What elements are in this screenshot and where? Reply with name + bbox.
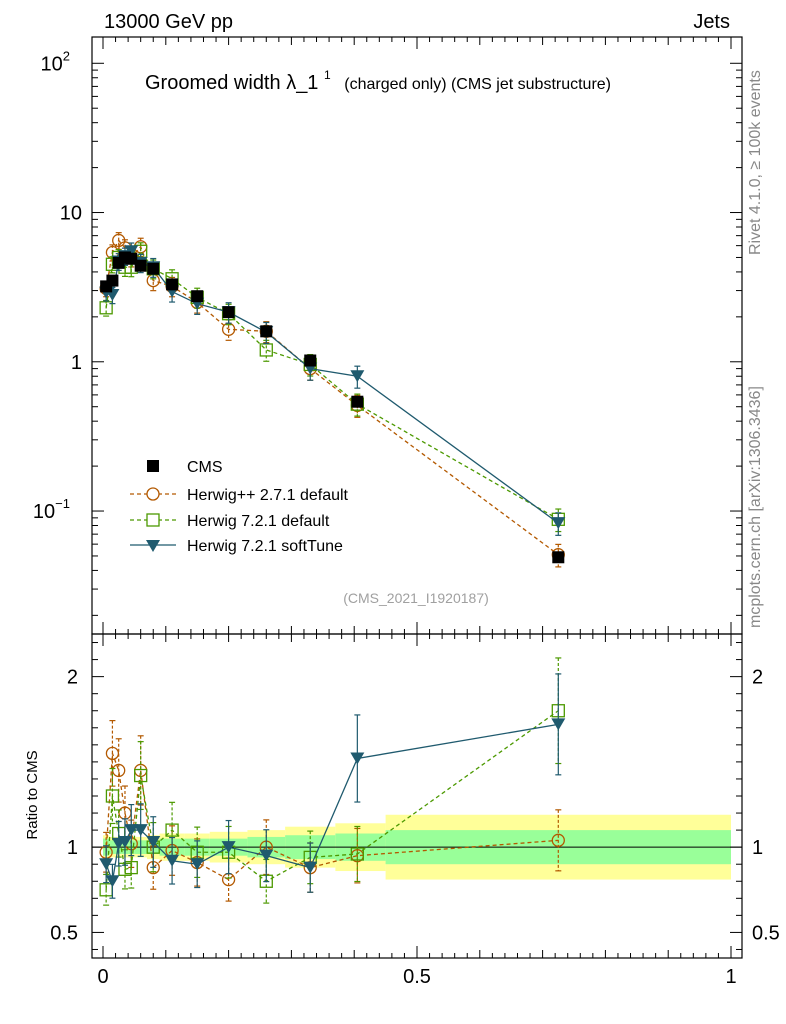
ratio-ylabel: Ratio to CMS xyxy=(24,750,41,839)
ratio-x-tick-label: 1 xyxy=(725,966,736,988)
main-point-cms xyxy=(118,251,131,264)
legend: CMS Herwig++ 2.7.1 default Herwig 7.2.1 … xyxy=(130,459,349,555)
ratio-y-tick-label: 1 xyxy=(67,837,78,859)
legend-marker-softtune xyxy=(146,540,160,552)
ratio-point-softtune xyxy=(551,718,566,731)
chart-title-symbol: λ_1 xyxy=(286,72,318,94)
ratio-point-herwig721 xyxy=(350,847,364,861)
main-point-cms xyxy=(222,306,235,319)
main-plot-area: 102 10 1 10−1 xyxy=(33,36,743,635)
ratio-point-softtune xyxy=(99,858,114,871)
main-y-tick-label: 1 xyxy=(71,352,82,374)
ratio-point-herwig721 xyxy=(134,768,148,783)
chart-title-main: Groomed width xyxy=(145,72,281,94)
header-right-label: Jets xyxy=(693,11,730,33)
legend-label-cms: CMS xyxy=(187,459,223,476)
ratio-point-softtune xyxy=(146,836,161,849)
main-y-tick-label: 10−1 xyxy=(33,496,70,523)
legend-label-herwig721: Herwig 7.2.1 default xyxy=(187,513,330,530)
ratio-point-softtune xyxy=(117,836,132,849)
main-point-softtune xyxy=(551,517,566,530)
ratio-point-softtune xyxy=(190,858,205,871)
chart-title: Groomed width λ_1 1 (charged only) (CMS … xyxy=(145,62,611,94)
ratio-series-line-herwig721 xyxy=(105,710,559,890)
ratio-point-herwig721 xyxy=(124,860,138,875)
ratio-point-softtune xyxy=(350,752,365,765)
ratio-point-herwig721 xyxy=(105,789,120,803)
main-point-softtune xyxy=(350,370,365,383)
mcplots-label: mcplots.cern.ch [arXiv:1306.3436] xyxy=(747,386,764,628)
chart-title-superscript: 1 xyxy=(324,68,331,82)
ratio-plot-area: 0 0.5 1 0.5 0.5 1 1 2 2 xyxy=(50,633,780,988)
main-point-cms xyxy=(106,274,119,287)
main-point-cms xyxy=(260,325,273,338)
legend-marker-herwig721 xyxy=(146,513,160,527)
rivet-version-label: Rivet 4.1.0, ≥ 100k events xyxy=(747,70,764,255)
analysis-id: (CMS_2021_I1920187) xyxy=(343,590,489,606)
main-y-tick-label: 102 xyxy=(41,48,70,75)
main-point-cms xyxy=(552,551,565,564)
ratio-y-tick-label: 2 xyxy=(67,667,78,689)
main-point-herwig721 xyxy=(99,301,113,315)
legend-label-softtune: Herwig 7.2.1 softTune xyxy=(187,538,343,555)
ratio-y-tick-label-right: 1 xyxy=(752,837,763,859)
main-point-softtune xyxy=(124,245,139,258)
ratio-y-tick-label: 0.5 xyxy=(50,922,78,944)
ratio-x-tick-label: 0.5 xyxy=(403,966,431,988)
ratio-frame xyxy=(91,633,743,959)
main-point-cms xyxy=(147,262,160,275)
main-series-line-herwigpp xyxy=(105,239,559,556)
legend-marker-herwigpp xyxy=(146,487,160,501)
ratio-series-line-herwigpp xyxy=(105,753,559,881)
ratio-point-softtune xyxy=(165,854,180,867)
chart-title-suffix: (charged only) (CMS jet substructure) xyxy=(344,76,611,93)
ratio-point-softtune xyxy=(105,875,120,888)
ratio-point-herwigpp xyxy=(551,833,565,847)
ratio-point-softtune xyxy=(133,824,148,837)
ratio-y-tick-label-right: 0.5 xyxy=(752,922,780,944)
ratio-point-softtune xyxy=(259,849,274,862)
ratio-point-softtune xyxy=(303,861,318,874)
main-y-tick-label: 10 xyxy=(60,203,82,225)
ratio-x-tick-label: 0 xyxy=(97,966,108,988)
legend-marker-cms xyxy=(147,460,159,472)
ratio-y-tick-label-right: 2 xyxy=(752,667,763,689)
ratio-point-herwig721 xyxy=(165,823,179,837)
main-point-cms xyxy=(125,252,138,265)
main-point-cms xyxy=(304,354,317,367)
ratio-point-softtune xyxy=(221,841,236,854)
main-point-cms xyxy=(166,278,179,291)
main-point-cms xyxy=(134,259,147,272)
main-point-cms xyxy=(191,290,204,303)
legend-label-herwigpp: Herwig++ 2.7.1 default xyxy=(187,487,349,504)
main-point-cms xyxy=(351,395,364,408)
ratio-point-softtune xyxy=(124,824,139,837)
ratio-point-herwigpp xyxy=(105,746,120,761)
header-left-label: 13000 GeV pp xyxy=(104,11,233,33)
